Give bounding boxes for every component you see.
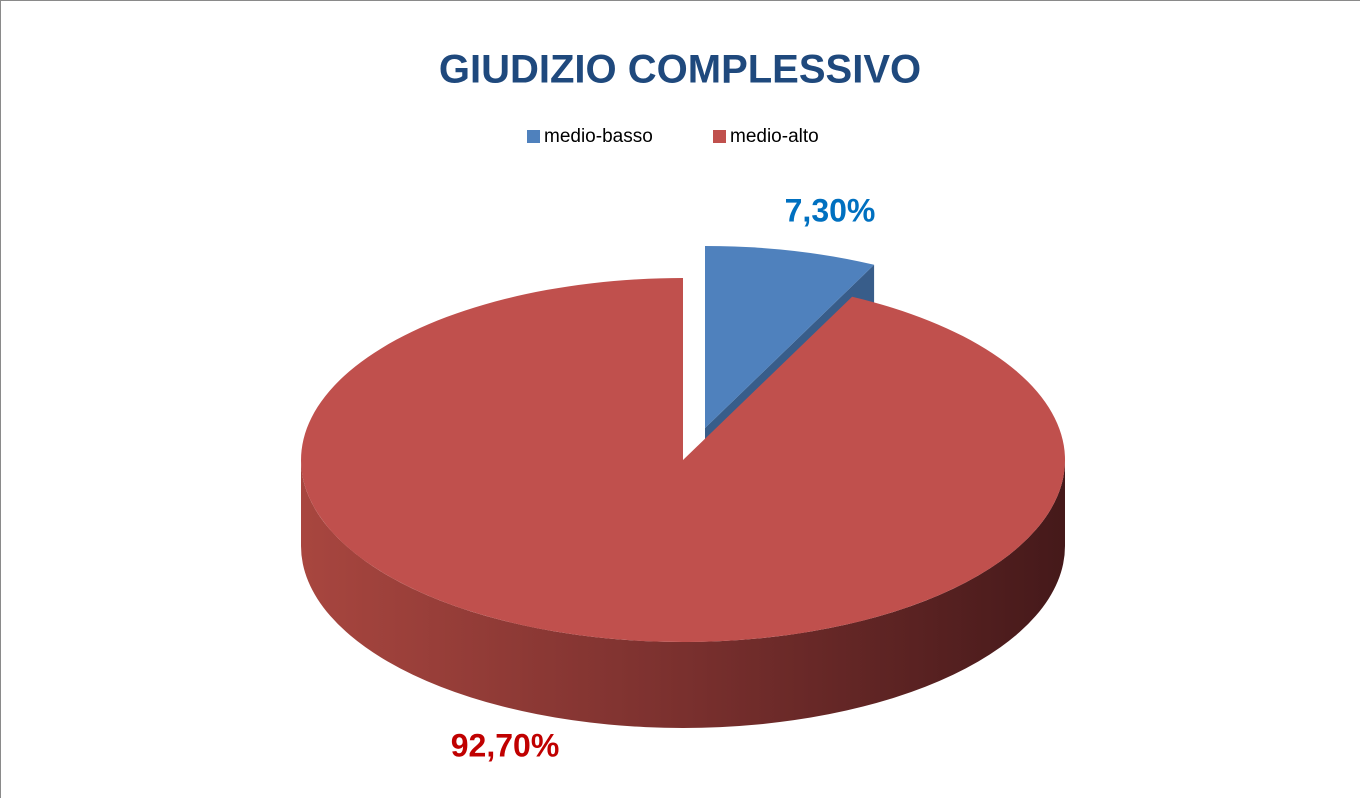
legend-swatch [713, 130, 726, 143]
data-label: 7,30% [785, 192, 876, 228]
legend-label: medio-basso [544, 126, 653, 147]
slice-side [301, 460, 1065, 728]
data-label: 92,70% [451, 727, 560, 763]
legend-swatch [527, 130, 540, 143]
slice [705, 246, 875, 428]
legend-label: medio-alto [730, 126, 819, 147]
chart-title: GIUDIZIO COMPLESSIVO [439, 48, 921, 92]
slice [301, 278, 1066, 642]
